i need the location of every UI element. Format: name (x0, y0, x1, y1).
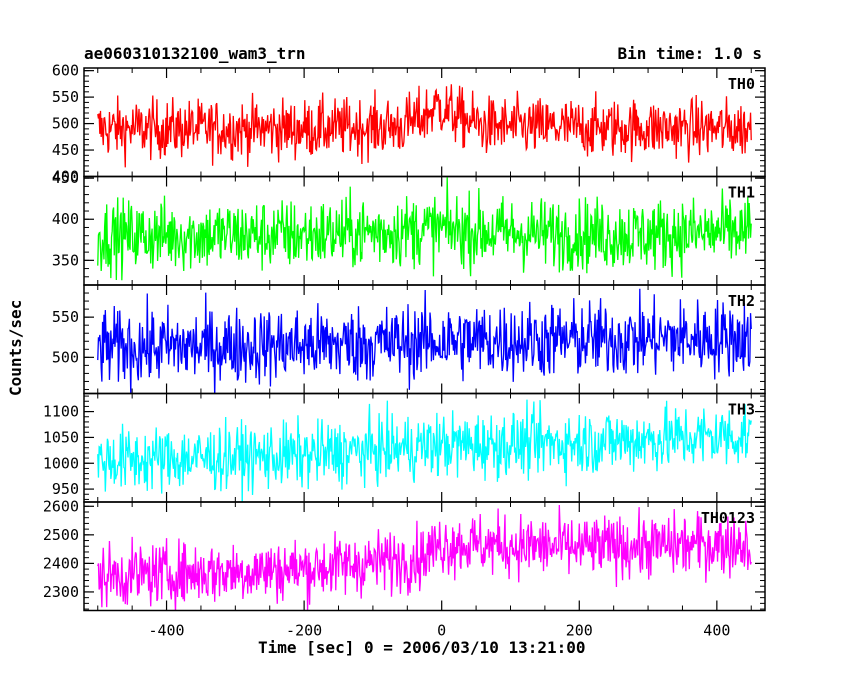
y-tick-label: 2300 (43, 583, 79, 601)
y-tick-label: 600 (52, 62, 79, 80)
y-tick-label: 1100 (43, 403, 79, 421)
y-axis-label: Counts/sec (6, 299, 25, 396)
panel-label: TH2 (728, 292, 755, 310)
y-tick-label: 500 (52, 348, 79, 366)
y-tick-label: 1000 (43, 454, 79, 472)
y-tick-label: 350 (52, 251, 79, 269)
y-tick-label: 450 (52, 169, 79, 187)
panel-label: TH0 (728, 75, 755, 93)
series-th0 (97, 84, 752, 168)
y-tick-label: 400 (52, 168, 79, 186)
x-tick-label: -200 (286, 622, 322, 640)
y-tick-label: 2400 (43, 554, 79, 572)
panel-label: TH3 (728, 401, 755, 419)
y-tick-label: 2500 (43, 526, 79, 544)
y-tick-label: 950 (52, 480, 79, 498)
bin-time-label: Bin time: 1.0 s (617, 44, 763, 63)
y-tick-label: 1050 (43, 428, 79, 446)
series-th2 (97, 288, 752, 394)
y-tick-label: 500 (52, 115, 79, 133)
y-tick-label: 550 (52, 308, 79, 326)
y-tick-label: 400 (52, 210, 79, 228)
x-tick-label: -400 (148, 622, 184, 640)
x-axis-label: Time [sec] 0 = 2006/03/10 13:21:00 (258, 638, 586, 657)
y-tick-label: 2600 (43, 497, 79, 515)
x-tick-label: 200 (566, 622, 593, 640)
y-tick-label: 550 (52, 88, 79, 106)
x-tick-label: 0 (437, 622, 446, 640)
chart-title: ae060310132100_wam3_trn (84, 44, 306, 63)
panel-label: TH0123 (701, 509, 755, 527)
series-th3 (97, 399, 752, 502)
series-th0123 (97, 504, 752, 611)
panel-label: TH1 (728, 184, 755, 202)
x-tick-label: 400 (703, 622, 730, 640)
y-tick-label: 450 (52, 141, 79, 159)
panel-frame (83, 501, 766, 612)
series-th1 (97, 177, 752, 281)
